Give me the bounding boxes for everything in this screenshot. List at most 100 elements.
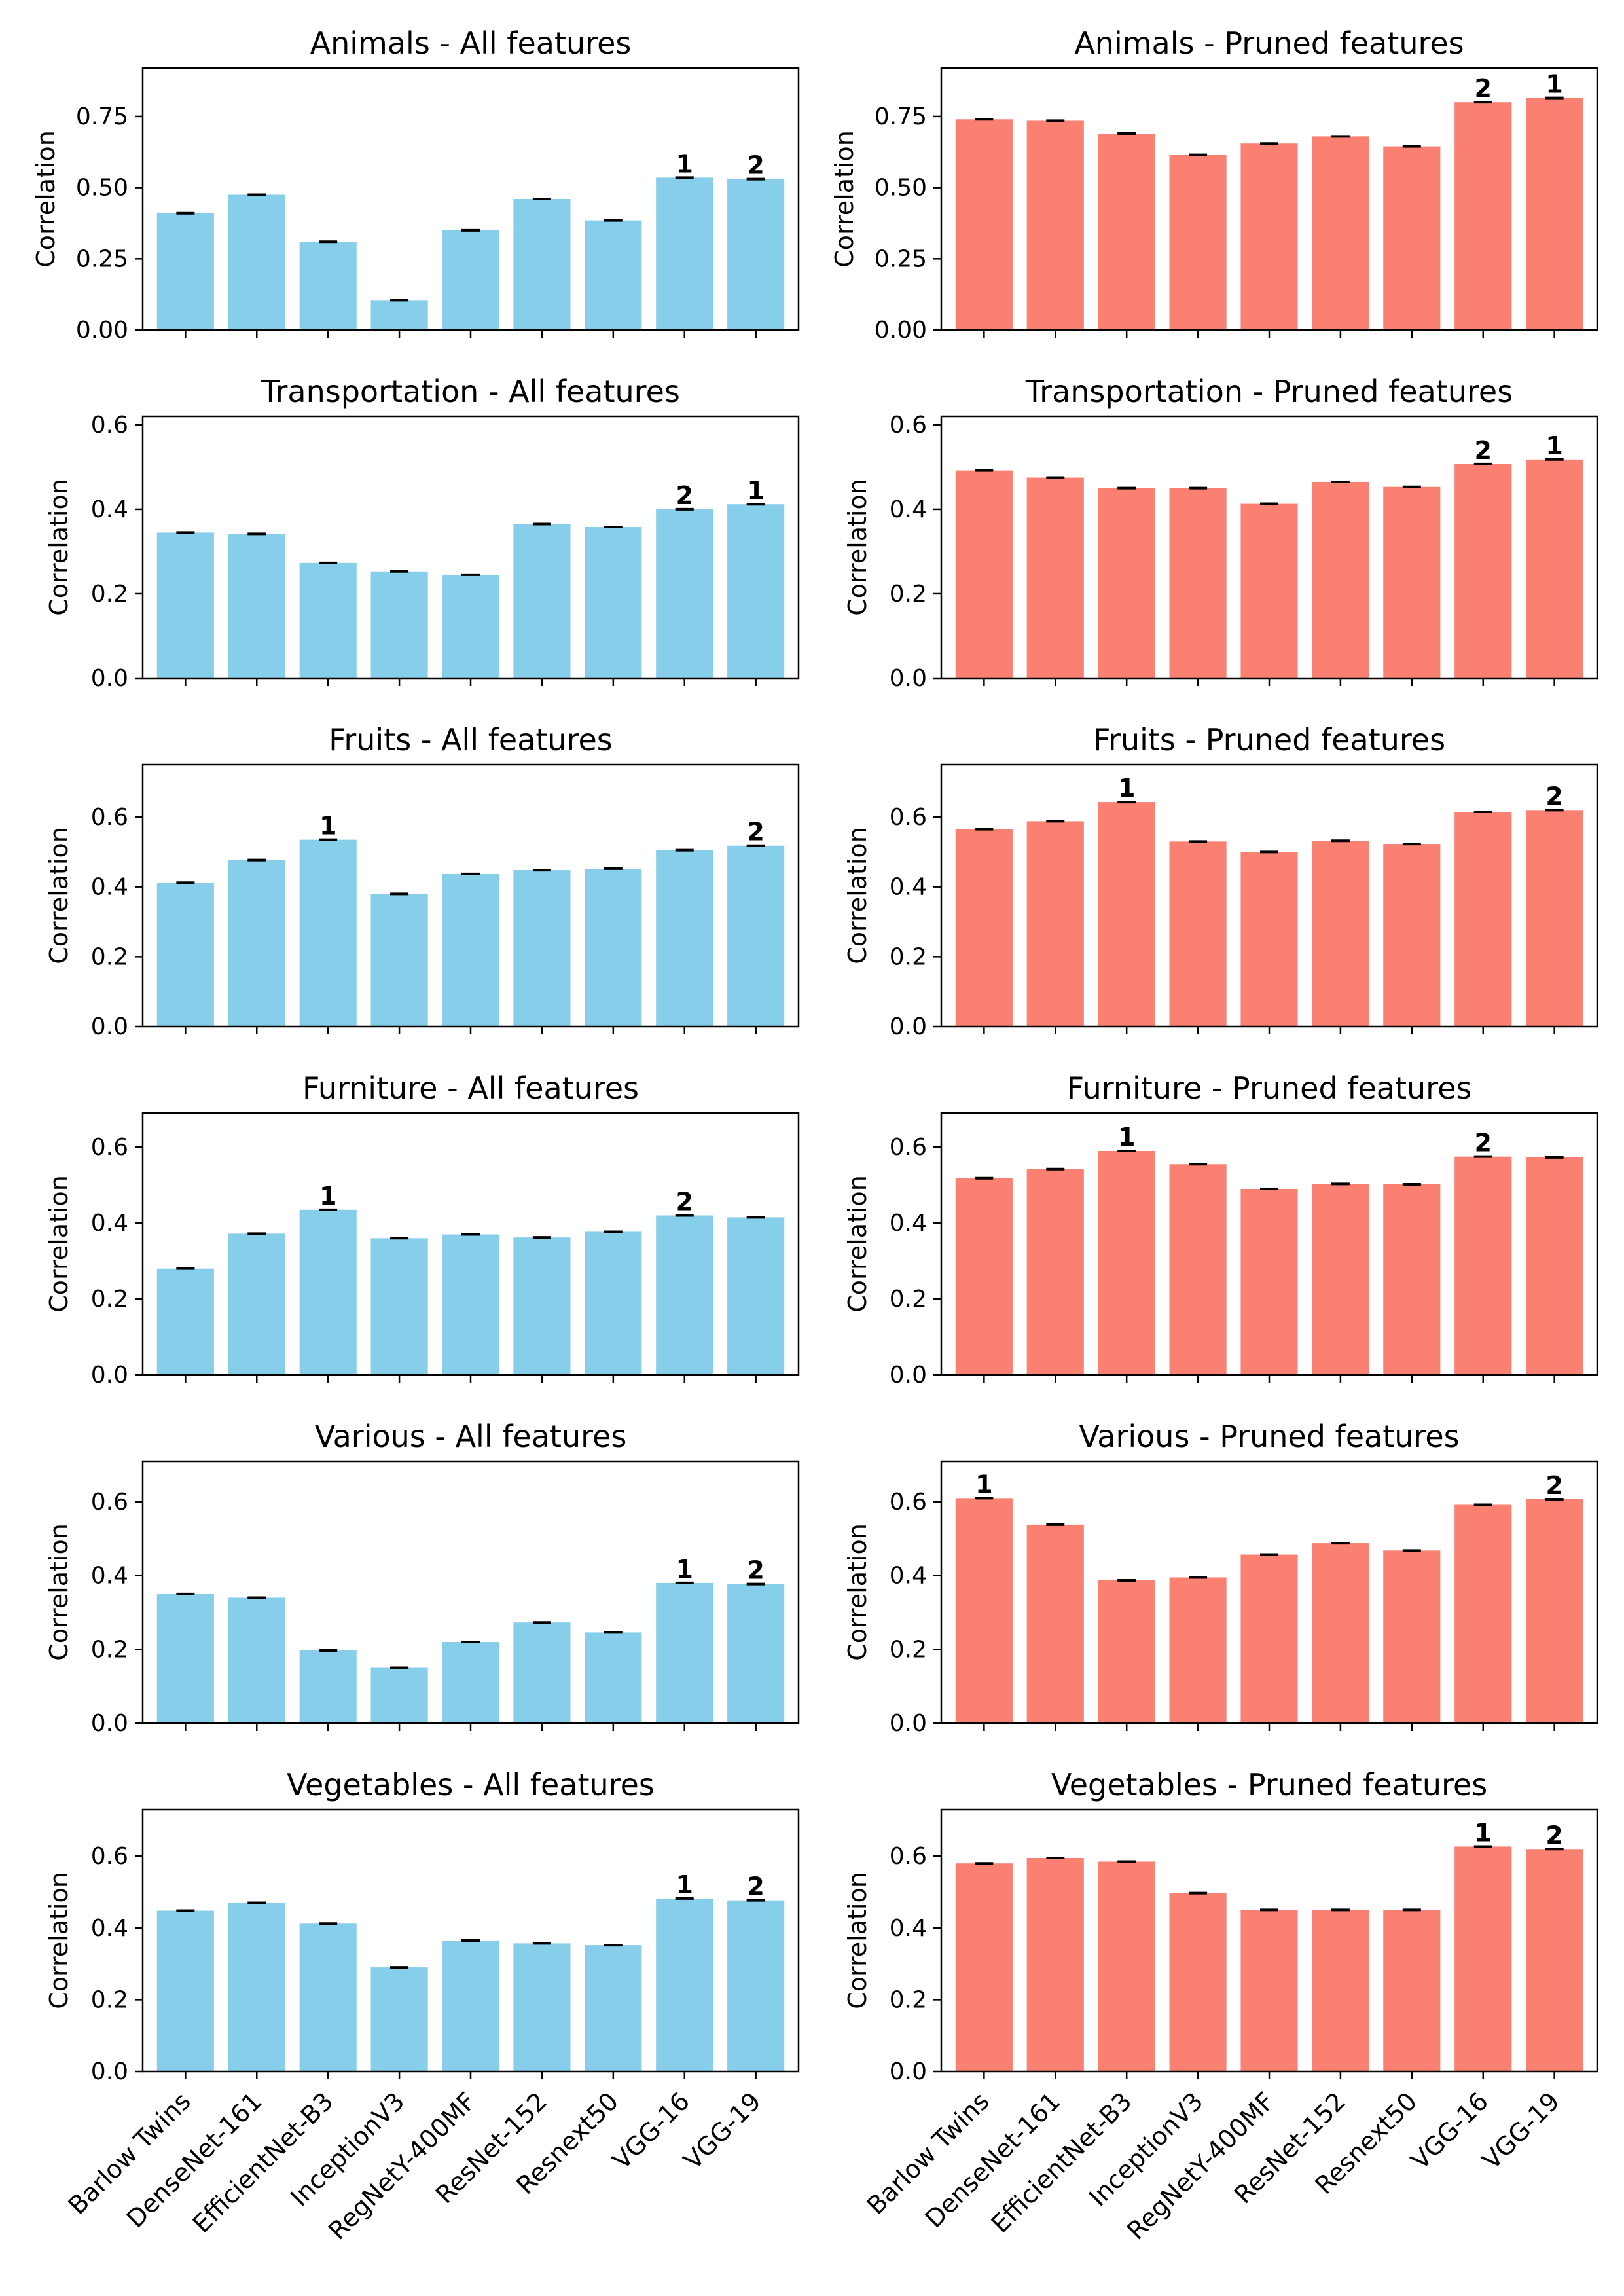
- y-axis-label: Correlation: [45, 1175, 73, 1313]
- bar-resnext50: [1383, 486, 1441, 678]
- bar-barlow-twins: [156, 883, 214, 1027]
- bar-vgg-19: [1526, 98, 1583, 331]
- y-tick-label: 0.4: [890, 496, 927, 523]
- x-tick-label: VGG-19: [1477, 2086, 1565, 2175]
- bar-vgg-19: [1526, 810, 1583, 1027]
- bar-resnet-152: [513, 199, 571, 330]
- bar-densenet-161: [228, 534, 285, 678]
- rank-label: 2: [747, 1872, 764, 1901]
- y-tick-label: 0.0: [91, 665, 128, 692]
- bar-resnext50: [585, 868, 642, 1027]
- bar-efficientnet-b3: [1098, 1150, 1155, 1375]
- bar-vgg-16: [1454, 464, 1512, 678]
- bar-barlow-twins: [156, 1910, 214, 2071]
- bar-resnext50: [585, 1632, 642, 1723]
- bar-vgg-19: [727, 179, 785, 330]
- y-tick-label: 0.0: [91, 1710, 128, 1737]
- y-tick-label: 0.4: [890, 1210, 927, 1237]
- bar-barlow-twins: [156, 1594, 214, 1723]
- subplot-title: Furniture - All features: [302, 1070, 639, 1106]
- y-tick-label: 0.2: [91, 943, 128, 970]
- bar-vgg-16: [656, 1215, 713, 1375]
- bar-regnety-400mf: [1240, 1554, 1298, 1723]
- x-tick-label: Barlow Twins: [63, 2086, 196, 2220]
- bar-barlow-twins: [156, 1268, 214, 1375]
- bar-barlow-twins: [955, 829, 1013, 1027]
- y-tick-label: 0.2: [91, 1286, 128, 1313]
- y-tick-label: 0.4: [890, 874, 927, 901]
- y-tick-label: 0.2: [890, 1286, 927, 1313]
- plot-frame: [940, 415, 1598, 680]
- rank-label: 2: [676, 481, 693, 510]
- bar-resnext50: [585, 220, 642, 330]
- bar-vgg-19: [727, 845, 785, 1027]
- y-tick-label: 0.4: [890, 1915, 927, 1942]
- plot-frame: [940, 1460, 1598, 1724]
- plot-frame: [940, 1112, 1598, 1376]
- rank-label: 2: [1545, 782, 1562, 811]
- y-tick-label: 0.0: [890, 1013, 927, 1040]
- y-tick-label: 0.2: [890, 1636, 927, 1663]
- subplot-transportation-pruned-features: 2 1 0.0 0.2 0.4 0.6 Correlation Transportation …: [843, 374, 1598, 692]
- bar-vgg-19: [727, 1900, 785, 2071]
- bar-inceptionv3: [1169, 1577, 1227, 1723]
- bar-densenet-161: [1026, 120, 1084, 330]
- bar-resnext50: [1383, 146, 1441, 330]
- bar-vgg-16: [656, 1582, 713, 1723]
- bar-resnext50: [1383, 1910, 1441, 2071]
- bar-resnet-152: [1312, 1910, 1369, 2071]
- bar-densenet-161: [1026, 821, 1084, 1027]
- subplot-title: Vegetables - Pruned features: [1051, 1767, 1487, 1802]
- subplot-animals-all-features: 1 2 0.00 0.25 0.50 0.75 Correlation Animals - A…: [31, 26, 800, 344]
- bar-efficientnet-b3: [299, 839, 357, 1027]
- y-tick-label: 0.0: [91, 1013, 128, 1040]
- bar-resnext50: [1383, 1184, 1441, 1375]
- x-tick-label: VGG-19: [678, 2086, 767, 2175]
- bar-efficientnet-b3: [1098, 1861, 1155, 2071]
- bar-efficientnet-b3: [299, 1923, 357, 2071]
- y-tick-label: 0.2: [91, 581, 128, 608]
- bar-vgg-19: [1526, 459, 1583, 678]
- bar-resnet-152: [1312, 136, 1369, 330]
- bar-inceptionv3: [1169, 1893, 1227, 2071]
- y-tick-label: 0.2: [91, 1986, 128, 2013]
- bar-efficientnet-b3: [1098, 1580, 1155, 1723]
- rank-label: 1: [1118, 774, 1135, 803]
- y-tick-label: 0.6: [91, 1843, 128, 1870]
- subplot-title: Various - All features: [315, 1419, 627, 1454]
- y-tick-label: 0.2: [890, 581, 927, 608]
- bar-resnet-152: [513, 870, 571, 1027]
- bar-inceptionv3: [370, 894, 428, 1027]
- rank-label: 2: [1545, 1471, 1562, 1500]
- plot-frame: [141, 1808, 800, 2073]
- subplot-title: Vegetables - All features: [287, 1767, 655, 1802]
- y-axis-label: Correlation: [843, 1523, 872, 1661]
- y-axis-label: Correlation: [843, 1872, 872, 2009]
- y-tick-label: 0.50: [875, 175, 927, 202]
- y-tick-label: 0.4: [91, 1210, 128, 1237]
- subplot-furniture-all-features: 1 2 0.0 0.2 0.4 0.6 Correlation Furniture - All…: [45, 1070, 800, 1389]
- y-axis-label: Correlation: [843, 479, 872, 616]
- bar-vgg-19: [727, 1217, 785, 1375]
- plot-frame: [141, 1460, 800, 1724]
- bar-efficientnet-b3: [299, 242, 357, 330]
- y-tick-label: 0.6: [890, 412, 927, 439]
- bar-resnet-152: [1312, 1543, 1369, 1723]
- bar-densenet-161: [1026, 1524, 1084, 1723]
- subplot-various-pruned-features: 1 2 0.0 0.2 0.4 0.6 Correlation Various - Prune…: [843, 1419, 1598, 1737]
- bar-barlow-twins: [955, 1863, 1013, 2071]
- rank-label: 1: [975, 1470, 992, 1499]
- subplot-vegetables-pruned-features: Barlow TwinsDenseNet-161EfficientNet-B3I…: [843, 1767, 1598, 2245]
- x-tick-label: Barlow Twins: [861, 2086, 995, 2220]
- rank-label: 1: [1475, 1818, 1492, 1847]
- y-tick-label: 0.2: [890, 1986, 927, 2013]
- subplot-vegetables-all-features: Barlow TwinsDenseNet-161EfficientNet-B3I…: [45, 1767, 800, 2245]
- plot-frame: [940, 67, 1598, 331]
- bar-resnet-152: [1312, 841, 1369, 1027]
- y-axis-label: Correlation: [830, 130, 859, 268]
- subplot-title: Various - Pruned features: [1079, 1419, 1459, 1454]
- bar-vgg-19: [727, 1584, 785, 1723]
- subplot-fruits-pruned-features: 1 2 0.0 0.2 0.4 0.6 Correlation Fruits - Pruned…: [843, 722, 1598, 1040]
- rank-label: 2: [676, 1188, 693, 1216]
